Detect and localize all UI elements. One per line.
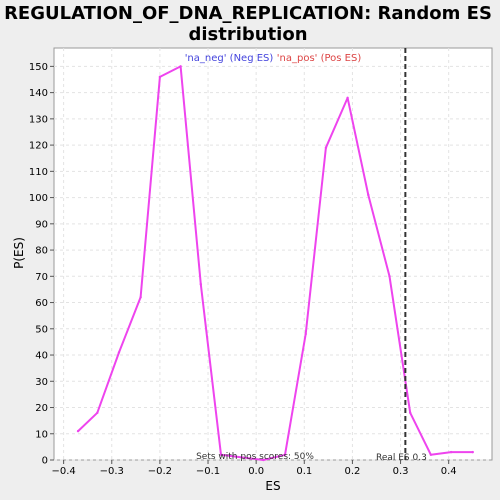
x-axis-label: ES — [265, 479, 280, 493]
y-tick-label: 20 — [35, 403, 48, 414]
es-distribution-line — [77, 65, 473, 461]
data-point — [96, 411, 99, 414]
y-tick-label: 80 — [35, 246, 48, 257]
chart-title-line-2: distribution — [188, 24, 307, 45]
data-point — [199, 282, 203, 286]
plot-area — [53, 47, 493, 461]
data-point — [346, 96, 349, 100]
data-point — [367, 193, 370, 197]
data-point — [283, 453, 287, 456]
data-point — [388, 275, 391, 278]
y-tick-label: 150 — [29, 62, 48, 73]
x-tick-label: −0.3 — [100, 466, 124, 477]
y-tick-label: 0 — [42, 456, 48, 467]
data-point — [219, 453, 223, 456]
x-tick-label: 0.3 — [393, 466, 409, 477]
pos-scores-annotation: Sets with pos scores: 50% — [196, 452, 314, 462]
data-point — [449, 450, 453, 454]
y-tick-label: 30 — [35, 377, 48, 388]
data-point — [158, 75, 162, 79]
data-point — [179, 65, 182, 68]
y-tick-label: 50 — [35, 324, 48, 335]
y-tick-label: 110 — [29, 167, 48, 178]
axes: 0 10 20 30 40 50 60 70 80 90 100 110 120 130 140 150 −0.… — [29, 62, 457, 477]
data-point — [304, 332, 307, 336]
y-tick-label: 90 — [35, 219, 48, 230]
data-point — [429, 453, 433, 456]
y-tick-label: 100 — [29, 193, 48, 204]
real-es-annotation: Real ES 0.3 — [376, 453, 427, 463]
data-point — [408, 411, 412, 414]
series-layer — [76, 65, 474, 462]
x-tick-label: −0.1 — [196, 466, 220, 477]
y-tick-label: 140 — [29, 88, 48, 99]
data-point — [262, 458, 265, 462]
x-tick-label: 0.1 — [296, 466, 312, 477]
data-point — [117, 351, 121, 354]
y-tick-label: 120 — [29, 141, 48, 152]
y-tick-label: 60 — [35, 298, 48, 309]
x-tick-label: −0.4 — [51, 466, 75, 477]
y-tick-label: 10 — [35, 429, 48, 440]
data-point — [471, 450, 474, 454]
x-tick-label: 0.4 — [441, 466, 457, 477]
legend-pos: 'na_pos' (Pos ES) — [277, 53, 362, 64]
y-tick-label: 130 — [29, 114, 48, 125]
y-tick-label: 40 — [35, 351, 48, 362]
y-tick-label: 70 — [35, 272, 48, 283]
x-tick-label: 0.0 — [248, 466, 264, 477]
y-axis-label: P(ES) — [12, 237, 26, 269]
data-point — [139, 296, 142, 299]
legend-neg: 'na_neg' (Neg ES) — [185, 53, 274, 64]
x-tick-label: 0.2 — [344, 466, 360, 477]
x-tick-label: −0.2 — [148, 466, 172, 477]
chart-title-line-1: REGULATION_OF_DNA_REPLICATION: Random ES — [4, 3, 492, 24]
data-point — [324, 146, 328, 149]
data-point — [76, 429, 80, 433]
data-point — [240, 456, 243, 459]
grid — [54, 48, 492, 461]
